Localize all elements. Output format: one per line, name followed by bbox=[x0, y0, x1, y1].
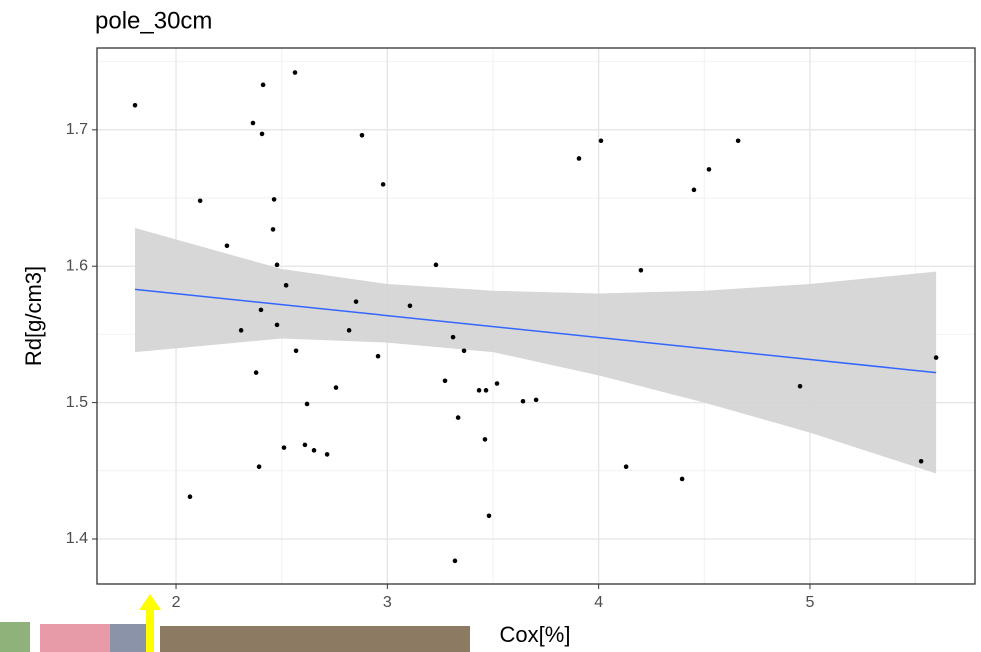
chart-title: pole_30cm bbox=[95, 7, 212, 34]
point bbox=[486, 513, 492, 519]
point bbox=[270, 227, 276, 232]
point bbox=[706, 167, 712, 172]
x-axis-label: Cox[%] bbox=[500, 622, 571, 647]
point bbox=[598, 138, 604, 144]
point bbox=[258, 307, 264, 313]
point bbox=[476, 388, 482, 393]
plot-area: 2 3 4 5 1.4 1.5 1.6 1.7 bbox=[66, 47, 976, 611]
point bbox=[520, 398, 526, 404]
point bbox=[482, 437, 488, 442]
point bbox=[691, 187, 697, 193]
point bbox=[623, 464, 629, 470]
point bbox=[293, 348, 299, 354]
point bbox=[346, 328, 352, 333]
point bbox=[407, 303, 413, 309]
point bbox=[452, 558, 458, 564]
point bbox=[797, 383, 803, 389]
x-tick-label: 5 bbox=[806, 594, 815, 611]
point bbox=[271, 197, 277, 202]
point bbox=[274, 262, 280, 268]
point bbox=[333, 385, 339, 390]
point bbox=[359, 132, 365, 138]
y-tick-label: 1.7 bbox=[66, 121, 88, 138]
point bbox=[304, 401, 310, 407]
point bbox=[274, 322, 280, 328]
point bbox=[494, 381, 500, 386]
y-tick-label: 1.6 bbox=[66, 257, 88, 274]
point bbox=[256, 464, 262, 470]
point bbox=[450, 334, 456, 340]
point bbox=[380, 182, 386, 187]
point bbox=[918, 458, 924, 464]
y-tick-label: 1.5 bbox=[66, 394, 88, 411]
point bbox=[302, 442, 308, 448]
fit-line bbox=[134, 288, 937, 374]
point bbox=[735, 138, 741, 144]
point bbox=[353, 299, 359, 304]
y-axis-label: Rd[g/cm3] bbox=[21, 266, 46, 366]
point bbox=[238, 328, 244, 333]
y-tick-label: 1.4 bbox=[66, 530, 88, 547]
point bbox=[576, 156, 582, 161]
panel-border bbox=[96, 47, 976, 585]
point bbox=[197, 198, 203, 204]
point bbox=[442, 378, 448, 384]
point bbox=[483, 388, 489, 393]
point bbox=[455, 415, 461, 420]
point bbox=[187, 494, 193, 500]
point bbox=[292, 70, 298, 75]
photo-strip bbox=[0, 594, 470, 652]
point bbox=[461, 348, 467, 354]
point bbox=[311, 448, 317, 453]
point bbox=[638, 268, 644, 273]
x-tick-label: 4 bbox=[594, 594, 603, 611]
point bbox=[679, 476, 685, 482]
point bbox=[283, 283, 289, 288]
x-tick-label: 3 bbox=[383, 594, 392, 611]
point bbox=[260, 82, 266, 88]
confidence-band bbox=[135, 228, 937, 474]
x-tick-label: 2 bbox=[172, 594, 181, 611]
point bbox=[253, 370, 259, 375]
point bbox=[433, 262, 439, 268]
point bbox=[224, 243, 230, 249]
point bbox=[375, 353, 381, 359]
point bbox=[250, 120, 256, 126]
point bbox=[533, 397, 539, 403]
point bbox=[933, 355, 939, 360]
point bbox=[281, 445, 287, 450]
point bbox=[259, 131, 265, 137]
point bbox=[324, 452, 330, 457]
point bbox=[132, 102, 138, 108]
